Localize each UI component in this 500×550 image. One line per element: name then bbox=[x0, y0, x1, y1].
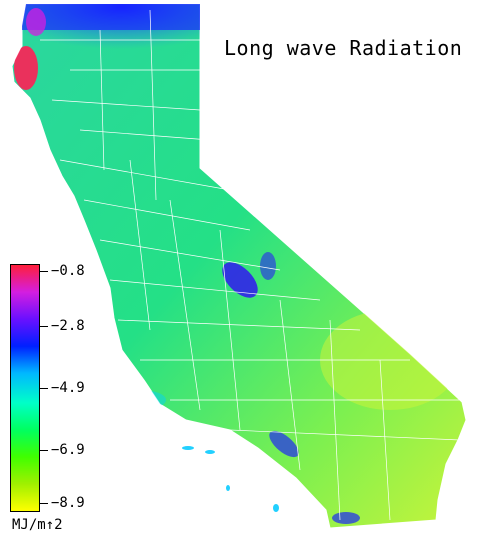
legend-tick-1: −0.8 bbox=[40, 263, 100, 279]
map-title: Long wave Radiation bbox=[224, 36, 463, 60]
sierra-blue-band bbox=[222, 262, 258, 298]
legend-tick-2: −2.8 bbox=[40, 318, 100, 334]
legend-tick-5: −8.9 bbox=[40, 495, 100, 511]
legend-tick-4: −6.9 bbox=[40, 442, 100, 458]
channel-islands bbox=[182, 446, 279, 512]
color-scale-bar bbox=[10, 264, 40, 512]
county-lines bbox=[40, 9, 461, 521]
northwest-red-spot bbox=[14, 46, 38, 90]
southern-mountain-blue bbox=[269, 430, 299, 458]
legend-tick-3: −4.9 bbox=[40, 380, 100, 396]
legend-units: MJ/m↑2 bbox=[12, 517, 63, 533]
